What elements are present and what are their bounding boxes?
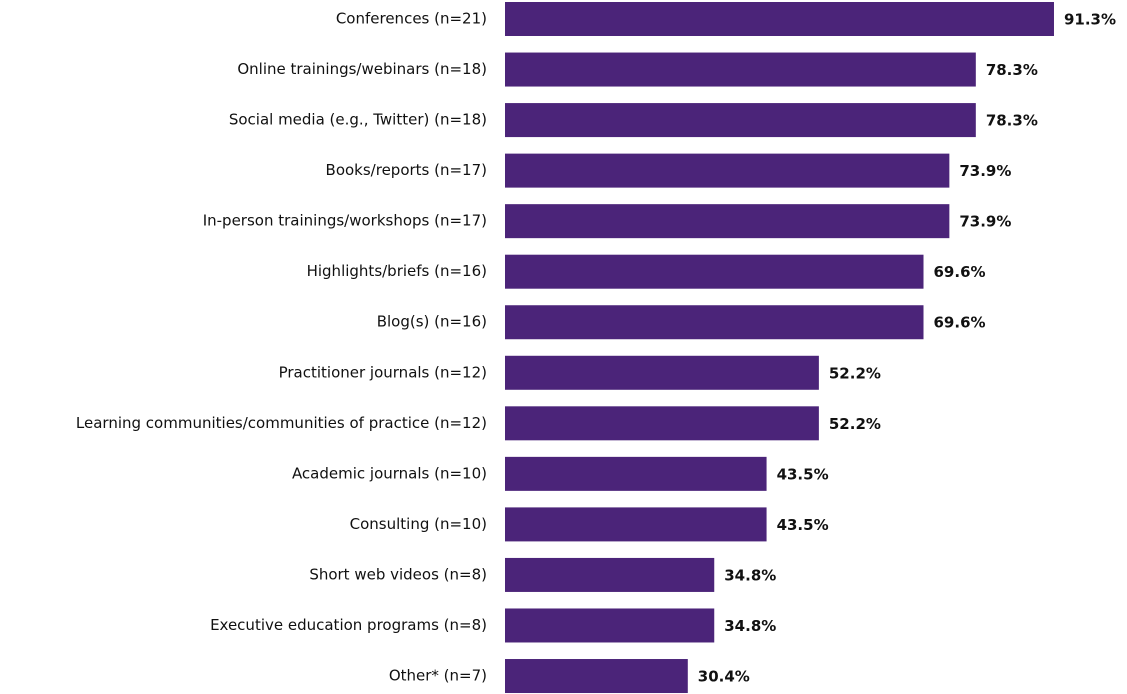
- value-label: 73.9%: [959, 213, 1011, 231]
- value-label: 78.3%: [986, 61, 1038, 79]
- category-label: Executive education programs (n=8): [210, 616, 487, 634]
- category-label: Practitioner journals (n=12): [279, 363, 487, 381]
- category-label: Highlights/briefs (n=16): [307, 262, 487, 280]
- category-label: In-person trainings/workshops (n=17): [203, 212, 487, 230]
- bar: [505, 659, 688, 694]
- value-label: 52.2%: [829, 415, 881, 433]
- category-label: Academic journals (n=10): [292, 464, 487, 482]
- value-label: 69.6%: [934, 314, 986, 332]
- bar: [505, 153, 950, 188]
- value-label: 69.6%: [934, 263, 986, 281]
- category-label: Consulting (n=10): [350, 515, 487, 533]
- bar: [505, 355, 819, 390]
- value-label: 30.4%: [698, 668, 750, 686]
- bar: [505, 305, 924, 340]
- bar: [505, 204, 950, 239]
- bar: [505, 507, 767, 542]
- category-label: Short web videos (n=8): [309, 565, 487, 583]
- bar: [505, 406, 819, 441]
- category-label: Books/reports (n=17): [326, 161, 487, 179]
- value-label: 43.5%: [777, 465, 829, 483]
- category-label: Blog(s) (n=16): [377, 313, 487, 331]
- bar: [505, 52, 976, 87]
- bar: [505, 254, 924, 289]
- category-label: Other* (n=7): [389, 667, 487, 685]
- category-label: Learning communities/communities of prac…: [76, 414, 487, 432]
- value-label: 52.2%: [829, 364, 881, 382]
- bar: [505, 557, 715, 592]
- value-label: 73.9%: [959, 162, 1011, 180]
- category-label: Social media (e.g., Twitter) (n=18): [229, 111, 487, 129]
- bar: [505, 608, 715, 643]
- value-label: 91.3%: [1064, 11, 1116, 29]
- bar: [505, 2, 1054, 36]
- bar: [505, 103, 976, 138]
- category-label: Online trainings/webinars (n=18): [237, 60, 487, 78]
- value-label: 43.5%: [777, 516, 829, 534]
- value-label: 34.8%: [724, 566, 776, 584]
- bar: [505, 456, 767, 491]
- category-label: Conferences (n=21): [336, 10, 487, 28]
- value-label: 34.8%: [724, 617, 776, 635]
- value-label: 78.3%: [986, 112, 1038, 130]
